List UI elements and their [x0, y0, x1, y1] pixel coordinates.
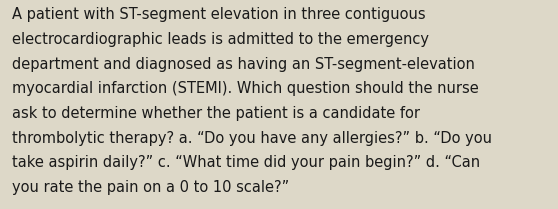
- Text: myocardial infarction (STEMI). Which question should the nurse: myocardial infarction (STEMI). Which que…: [12, 81, 479, 96]
- Text: department and diagnosed as having an ST-segment-elevation: department and diagnosed as having an ST…: [12, 57, 475, 72]
- Text: take aspirin daily?” c. “What time did your pain begin?” d. “Can: take aspirin daily?” c. “What time did y…: [12, 155, 480, 170]
- Text: electrocardiographic leads is admitted to the emergency: electrocardiographic leads is admitted t…: [12, 32, 429, 47]
- Text: A patient with ST-segment elevation in three contiguous: A patient with ST-segment elevation in t…: [12, 7, 426, 22]
- Text: ask to determine whether the patient is a candidate for: ask to determine whether the patient is …: [12, 106, 420, 121]
- Text: thrombolytic therapy? a. “Do you have any allergies?” b. “Do you: thrombolytic therapy? a. “Do you have an…: [12, 131, 492, 146]
- Text: you rate the pain on a 0 to 10 scale?”: you rate the pain on a 0 to 10 scale?”: [12, 180, 290, 195]
